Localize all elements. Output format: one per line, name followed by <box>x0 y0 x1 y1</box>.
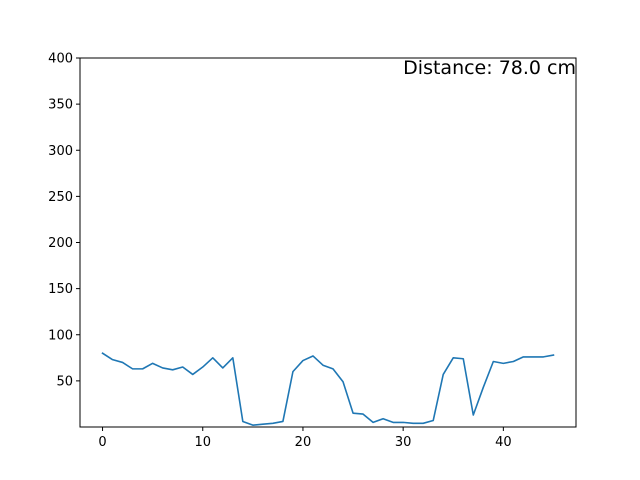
x-axis: 0 10 20 30 40 <box>98 427 512 450</box>
y-tick-label: 50 <box>56 374 73 389</box>
y-axis: 50 100 150 200 250 300 350 400 <box>48 52 80 389</box>
y-tick-label: 100 <box>48 328 73 343</box>
x-tick-label: 20 <box>295 435 312 450</box>
y-tick-label: 200 <box>48 236 73 251</box>
series-line <box>101 352 555 426</box>
y-tick-label: 400 <box>48 52 73 67</box>
plot-area <box>80 58 576 427</box>
x-tick-label: 0 <box>98 435 106 450</box>
x-tick-label: 30 <box>395 435 412 450</box>
plot-frame <box>79 57 577 428</box>
y-tick-label: 300 <box>48 144 73 159</box>
distance-annotation: Distance: 78.0 cm <box>403 57 576 79</box>
series-layer <box>101 352 555 426</box>
y-tick-label: 150 <box>48 282 73 297</box>
x-tick-label: 10 <box>194 435 211 450</box>
y-tick-label: 350 <box>48 98 73 113</box>
y-tick-label: 250 <box>48 190 73 205</box>
x-tick-label: 40 <box>495 435 512 450</box>
